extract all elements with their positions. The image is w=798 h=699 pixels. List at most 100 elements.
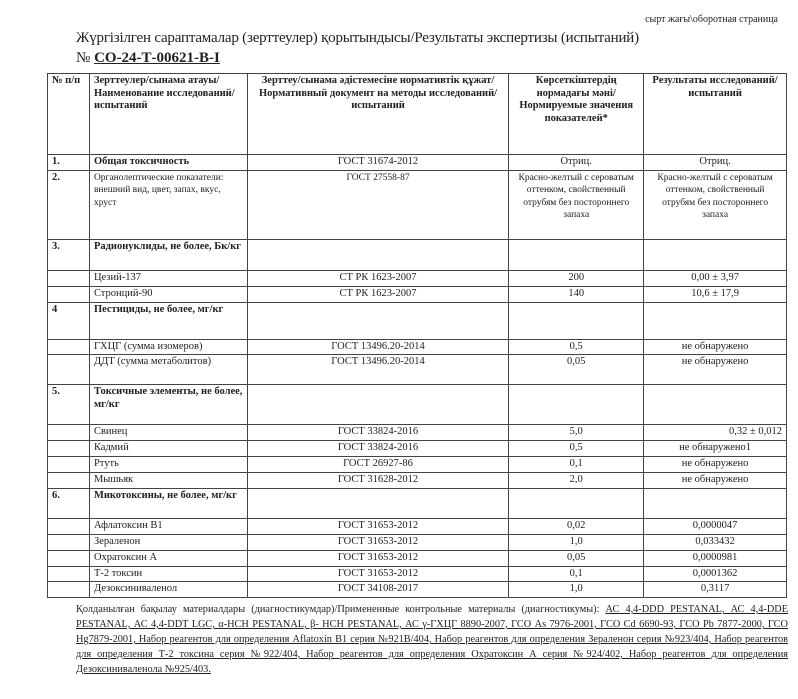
row-result: 0,3117 (643, 581, 787, 598)
row-name: Пестициды, не более, мг/кг (88, 301, 248, 340)
row-num (47, 549, 90, 567)
row-norm: 0,05 (508, 354, 645, 385)
row-num (47, 581, 90, 598)
row-name: Органолептические показатели: внешний ви… (88, 169, 248, 240)
row-name: Кадмий (88, 440, 248, 457)
row-num (47, 472, 90, 489)
row-norm: 2,0 (508, 472, 645, 489)
row-name: ДДТ (сумма метаболитов) (88, 354, 248, 385)
row-result (643, 384, 787, 425)
row-norm: 5,0 (508, 424, 645, 441)
table-row: Зераленон ГОСТ 31653-2012 1,0 0,033432 (47, 534, 787, 551)
row-num (47, 456, 90, 473)
footer-label: Қолданылған бақылау материалдары (диагно… (76, 604, 606, 615)
row-doc (246, 488, 510, 519)
row-doc: ГОСТ 33824-2016 (246, 424, 510, 441)
row-result: 0,0001362 (643, 565, 787, 582)
header-result: Результаты исследований/ испытаний (643, 73, 787, 155)
table-row: 5. Токсичные элементы, не более, мг/кг (47, 384, 787, 425)
row-doc: ГОСТ 31653-2012 (246, 534, 510, 551)
table-row: Мышьяк ГОСТ 31628-2012 2,0 не обнаружено (47, 472, 787, 489)
row-norm (508, 384, 645, 425)
row-result: не обнаружено (643, 338, 787, 355)
row-doc (246, 384, 510, 425)
document-title: Жүргізілген сараптамалар (зерттеулер) қо… (76, 30, 639, 46)
row-doc: ГОСТ 13496.20-2014 (246, 354, 510, 385)
row-doc (246, 301, 510, 340)
table-row: Стронций-90 СТ РК 1623-2007 140 10,6 ± 17,9 (47, 285, 787, 303)
row-result: 0,0000981 (643, 549, 787, 567)
row-name: Афлатоксин В1 (88, 518, 248, 535)
footer-materials: АС 4,4-DDD PESTANAL, АС 4,4-DDE PESTANAL… (76, 604, 788, 675)
row-doc (246, 238, 510, 271)
row-name: Т-2 токсин (88, 565, 248, 582)
row-num (47, 269, 90, 287)
table-row: Цезий-137 СТ РК 1623-2007 200 0,00 ± 3,97 (47, 269, 787, 287)
row-result (643, 238, 787, 271)
table-row: 6. Микотоксины, не более, мг/кг (47, 488, 787, 519)
row-norm: 0,1 (508, 565, 645, 582)
row-norm (508, 238, 645, 271)
row-num (47, 440, 90, 457)
row-name: Дезоксиниваленол (88, 581, 248, 598)
results-table: № п/п Зерттеулер/сынама атауы/Наименован… (47, 73, 787, 598)
row-norm (508, 301, 645, 340)
row-num: 5. (47, 384, 90, 425)
row-norm: 1,0 (508, 581, 645, 598)
row-name: Цезий-137 (88, 269, 248, 287)
table-row: Т-2 токсин ГОСТ 31653-2012 0,1 0,0001362 (47, 565, 787, 582)
row-num: 3. (47, 238, 90, 271)
table-row: ГХЦГ (сумма изомеров) ГОСТ 13496.20-2014 0… (47, 338, 787, 355)
row-num (47, 285, 90, 303)
row-num (47, 534, 90, 551)
row-num: 1. (47, 154, 90, 171)
row-result (643, 488, 787, 519)
table-row: Дезоксиниваленол ГОСТ 34108-2017 1,0 0,3117 (47, 581, 787, 598)
row-norm: 0,5 (508, 338, 645, 355)
row-name: Микотоксины, не более, мг/кг (88, 488, 248, 519)
row-result: не обнаружено (643, 472, 787, 489)
table-row: Свинец ГОСТ 33824-2016 5,0 0,32 ± 0,012 (47, 424, 787, 441)
control-materials-note: Қолданылған бақылау материалдары (диагно… (76, 602, 788, 677)
row-name: Охратоксин А (88, 549, 248, 567)
row-doc: ГОСТ 33824-2016 (246, 440, 510, 457)
row-name: Свинец (88, 424, 248, 441)
table-row: 3. Радионуклиды, не более, Бк/кг (47, 238, 787, 271)
row-norm: 0,5 (508, 440, 645, 457)
row-result: 0,00 ± 3,97 (643, 269, 787, 287)
row-norm: 0,05 (508, 549, 645, 567)
row-num (47, 565, 90, 582)
table-row: Кадмий ГОСТ 33824-2016 0,5 не обнаружено1 (47, 440, 787, 457)
row-doc: ГОСТ 31628-2012 (246, 472, 510, 489)
row-num (47, 354, 90, 385)
row-name: ГХЦГ (сумма изомеров) (88, 338, 248, 355)
row-norm (508, 488, 645, 519)
table-row: ДДТ (сумма метаболитов) ГОСТ 13496.20-201… (47, 354, 787, 385)
row-result: 0,0000047 (643, 518, 787, 535)
row-doc: ГОСТ 31653-2012 (246, 518, 510, 535)
row-num: 6. (47, 488, 90, 519)
row-norm: 0,02 (508, 518, 645, 535)
header-num: № п/п (47, 73, 90, 155)
table-row: Охратоксин А ГОСТ 31653-2012 0,05 0,0000981 (47, 549, 787, 567)
row-doc: ГОСТ 13496.20-2014 (246, 338, 510, 355)
table-row: 2. Органолептические показатели: внешний … (47, 169, 787, 240)
row-name: Общая токсичность (88, 154, 248, 171)
row-result: не обнаружено (643, 456, 787, 473)
row-name: Мышьяк (88, 472, 248, 489)
table-row: Афлатоксин В1 ГОСТ 31653-2012 0,02 0,000004… (47, 518, 787, 535)
row-norm: 200 (508, 269, 645, 287)
row-num: 4 (47, 301, 90, 340)
row-result: 0,033432 (643, 534, 787, 551)
row-num: 2. (47, 169, 90, 240)
row-result (643, 301, 787, 340)
number-value: СО-24-Т-00621-В-І (94, 50, 220, 66)
row-name: Ртуть (88, 456, 248, 473)
row-num (47, 338, 90, 355)
table-row: 4 Пестициды, не более, мг/кг (47, 301, 787, 340)
row-norm: Красно-желтый с сероватым оттенком, свой… (508, 169, 645, 240)
table-header-row: № п/п Зерттеулер/сынама атауы/Наименован… (47, 73, 787, 155)
row-result: не обнаружено (643, 354, 787, 385)
row-name: Радионуклиды, не более, Бк/кг (88, 238, 248, 271)
row-doc: ГОСТ 31653-2012 (246, 565, 510, 582)
